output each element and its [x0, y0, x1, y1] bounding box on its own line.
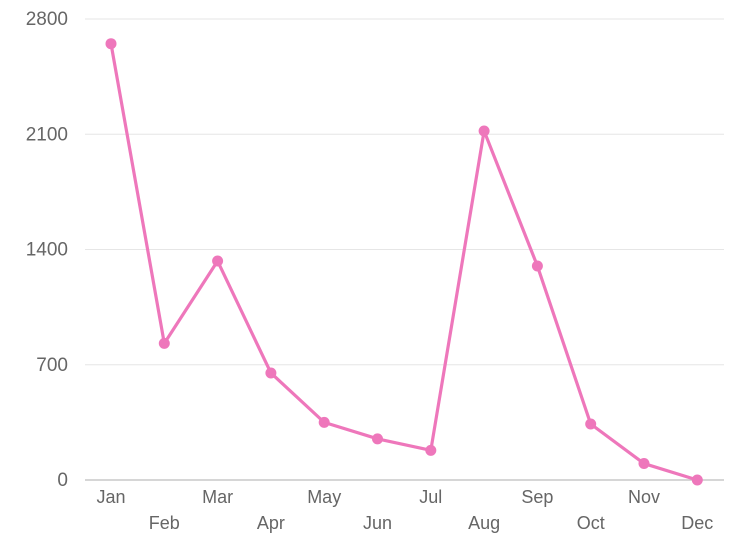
- x-tick-label: Jun: [363, 513, 392, 533]
- data-point[interactable]: [212, 255, 224, 267]
- data-point[interactable]: [638, 458, 650, 470]
- x-axis-ticks: Jan Feb Mar Apr May Jun Jul Aug Sep Oct Nov Dec: [96, 487, 713, 533]
- data-point[interactable]: [158, 337, 170, 349]
- series-layer: [105, 38, 703, 486]
- x-tick-label: Nov: [628, 487, 660, 507]
- y-tick-label: 700: [36, 355, 68, 376]
- y-tick-label: 1400: [26, 240, 68, 261]
- data-point[interactable]: [265, 367, 277, 379]
- data-point[interactable]: [691, 474, 703, 486]
- x-tick-label: Apr: [257, 513, 285, 533]
- x-tick-label: Feb: [149, 513, 180, 533]
- y-axis-ticks: 2800 2100 1400 700 0: [26, 9, 68, 491]
- y-tick-label: 2100: [26, 124, 68, 145]
- grid-layer: [85, 18, 724, 481]
- x-tick-label: Dec: [681, 513, 713, 533]
- data-point[interactable]: [531, 260, 543, 272]
- x-tick-label: Jan: [96, 487, 125, 507]
- data-point[interactable]: [425, 444, 437, 456]
- data-point[interactable]: [585, 418, 597, 430]
- data-point[interactable]: [372, 433, 383, 445]
- x-tick-label: May: [307, 487, 341, 507]
- data-point[interactable]: [478, 125, 490, 137]
- x-tick-label: Oct: [577, 513, 605, 533]
- data-point[interactable]: [105, 38, 117, 50]
- y-tick-label: 0: [57, 470, 68, 491]
- y-tick-label: 2800: [26, 9, 68, 30]
- x-tick-label: Mar: [202, 487, 233, 507]
- x-tick-label: Sep: [521, 487, 553, 507]
- data-point[interactable]: [318, 416, 330, 428]
- x-tick-label: Aug: [468, 513, 500, 533]
- series-line: [109, 42, 699, 482]
- x-tick-label: Jul: [419, 487, 442, 507]
